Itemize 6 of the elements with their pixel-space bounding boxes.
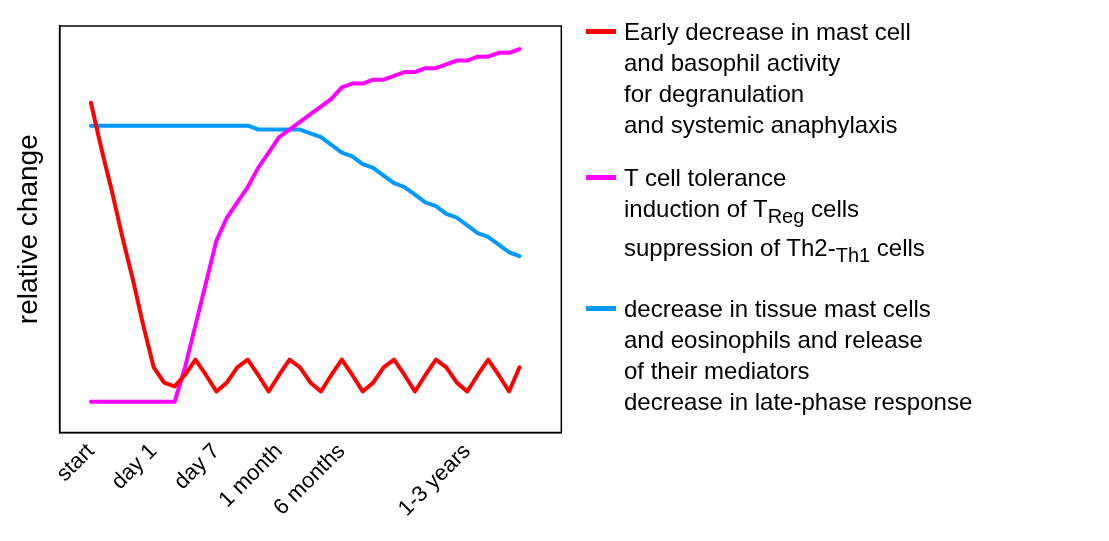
x-tick-label: start	[50, 437, 99, 486]
legend-label: T cell tolerance induction of T$_{Reg}$ cells suppression of Th2-$_{Th1}$ cells	[624, 163, 925, 268]
legend-label: decrease in tissue mast cells and eosinophils and release of their mediators decrease in late-phase response	[624, 293, 973, 417]
legend-label: Early decrease in mast cell and basophil activity for degranulation and systemic anaphylaxis	[624, 17, 911, 140]
y-axis-title: relative change	[11, 134, 43, 325]
x-tick-label: day 1	[105, 437, 162, 494]
